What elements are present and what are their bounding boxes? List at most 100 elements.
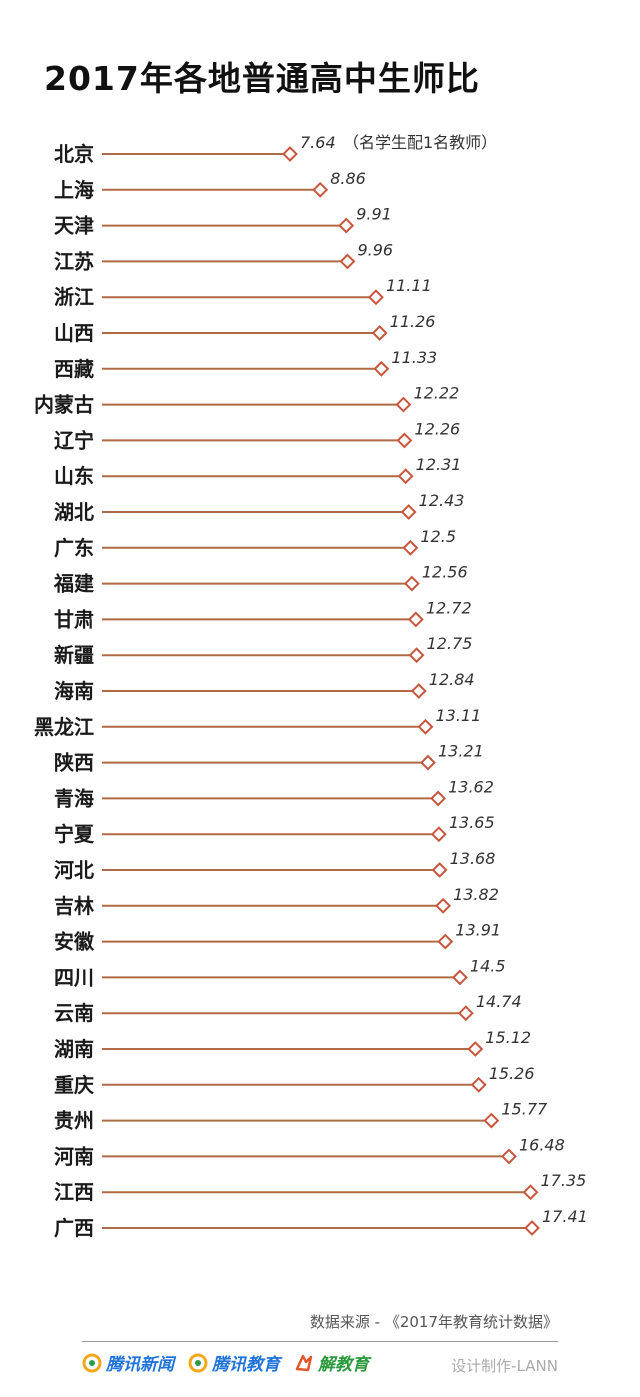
jie-edu-label: 解教育 bbox=[318, 1355, 369, 1375]
category-label: 河北 bbox=[54, 858, 94, 882]
value-label: 14.74 bbox=[476, 992, 522, 1011]
category-label: 云南 bbox=[54, 1001, 94, 1025]
category-label: 重庆 bbox=[54, 1073, 94, 1097]
value-label: 14.5 bbox=[470, 956, 506, 975]
chart-row: 青海 13.62 bbox=[54, 777, 598, 810]
diamond-marker bbox=[402, 539, 419, 556]
chart-row: 江西 17.35 bbox=[54, 1171, 598, 1204]
chart-row: 四川 14.5 bbox=[54, 956, 598, 989]
chart-row: 上海 8.86 bbox=[54, 169, 598, 202]
diamond-marker bbox=[371, 325, 388, 341]
category-label: 辽宁 bbox=[54, 428, 94, 452]
value-label: 16.48 bbox=[519, 1135, 565, 1154]
category-label: 福建 bbox=[53, 572, 94, 596]
value-label: 17.41 bbox=[542, 1207, 588, 1226]
category-label: 甘肃 bbox=[54, 607, 94, 631]
value-label: 8.86 bbox=[330, 169, 366, 188]
diamond-marker bbox=[368, 289, 384, 306]
category-label: 安徽 bbox=[54, 930, 95, 954]
chart-title: 2017年各地普通高中生师比 bbox=[44, 59, 480, 98]
category-label: 广西 bbox=[54, 1216, 94, 1240]
category-label: 浙江 bbox=[54, 285, 94, 309]
diamond-marker bbox=[338, 217, 355, 234]
chart-row: 浙江 11.11 bbox=[54, 276, 598, 309]
value-label: 9.91 bbox=[356, 205, 392, 224]
value-label: 12.75 bbox=[427, 634, 473, 653]
category-label: 河南 bbox=[54, 1144, 94, 1168]
value-label: 7.64 bbox=[300, 133, 336, 152]
diamond-marker bbox=[435, 897, 451, 914]
diamond-marker bbox=[312, 181, 329, 198]
category-label: 山西 bbox=[54, 321, 94, 345]
value-label: 11.33 bbox=[391, 348, 437, 367]
diamond-marker bbox=[430, 826, 447, 843]
tencent-news-label: 腾讯新闻 bbox=[106, 1355, 174, 1375]
value-label: 13.82 bbox=[453, 885, 499, 904]
diamond-marker bbox=[452, 969, 468, 986]
value-label: 15.77 bbox=[501, 1100, 548, 1119]
chart-row: 新疆 12.75 bbox=[54, 634, 598, 667]
value-label: 15.12 bbox=[485, 1028, 531, 1047]
chart-row: 湖南 15.12 bbox=[54, 1028, 598, 1061]
diamond-marker bbox=[373, 360, 390, 377]
chart-row: 甘肃 12.72 bbox=[54, 598, 598, 631]
chart-row: 海南 12.84 bbox=[54, 670, 598, 703]
value-label: 12.43 bbox=[419, 491, 465, 510]
diamond-marker bbox=[430, 790, 447, 807]
value-label: 13.11 bbox=[435, 706, 481, 725]
chart-row: 广西 17.41 bbox=[54, 1207, 598, 1240]
category-label: 江西 bbox=[54, 1180, 94, 1204]
value-label: 12.72 bbox=[426, 598, 472, 617]
value-label: 13.62 bbox=[448, 777, 494, 796]
value-label: 12.26 bbox=[414, 419, 460, 438]
chart-row: 河南 16.48 bbox=[54, 1135, 598, 1168]
value-label: 9.96 bbox=[357, 240, 393, 259]
chart-row: 湖北 12.43 bbox=[54, 491, 598, 524]
chart-row: 福建 12.56 bbox=[53, 563, 598, 596]
chart-row: 陕西 13.21 bbox=[54, 742, 598, 775]
diamond-marker bbox=[483, 1112, 500, 1129]
tencent-news-icon bbox=[82, 1353, 102, 1372]
value-label: 13.91 bbox=[455, 921, 501, 940]
category-label: 贵州 bbox=[54, 1109, 94, 1133]
diamond-marker bbox=[408, 647, 425, 664]
diamond-marker bbox=[524, 1220, 540, 1236]
chart-row: 广东 12.5 bbox=[54, 527, 598, 560]
diamond-marker bbox=[403, 575, 420, 592]
data-source: 数据来源 - 《2017年教育统计数据》 bbox=[309, 1313, 558, 1331]
chart-row: 江苏 9.96 bbox=[54, 240, 598, 273]
chart-row: 重庆 15.26 bbox=[54, 1064, 598, 1097]
category-label: 湖北 bbox=[54, 500, 94, 524]
category-label: 北京 bbox=[54, 142, 94, 166]
value-label: 17.35 bbox=[541, 1171, 587, 1190]
diamond-marker bbox=[522, 1184, 539, 1201]
chart-row: 内蒙古 12.22 bbox=[34, 384, 598, 417]
chart-row: 北京 7.64 （名学生配1名教师） bbox=[54, 133, 598, 166]
diamond-marker bbox=[457, 1005, 474, 1022]
category-label: 江苏 bbox=[54, 249, 94, 273]
category-label: 西藏 bbox=[54, 357, 94, 381]
chart-row: 黑龙江 13.11 bbox=[34, 706, 598, 739]
diamond-marker bbox=[437, 933, 454, 950]
dot-chart: 北京 7.64 （名学生配1名教师） 上海 8.86 天津 9.91 江苏 9.96 浙江 11.1… bbox=[34, 133, 598, 1240]
chart-row: 云南 14.74 bbox=[54, 992, 598, 1025]
diamond-marker bbox=[395, 396, 412, 413]
footer-divider bbox=[82, 1341, 558, 1342]
unit-annotation: （名学生配1名教师） bbox=[343, 133, 497, 152]
diamond-marker bbox=[501, 1148, 517, 1165]
jie-edu-icon bbox=[295, 1354, 313, 1371]
chart-row: 贵州 15.77 bbox=[54, 1100, 598, 1133]
category-label: 湖南 bbox=[54, 1037, 94, 1061]
category-label: 上海 bbox=[54, 178, 94, 202]
diamond-marker bbox=[400, 504, 417, 520]
chart-row: 吉林 13.82 bbox=[54, 885, 598, 918]
diamond-marker bbox=[417, 718, 434, 735]
chart-row: 河北 13.68 bbox=[54, 849, 598, 882]
diamond-marker bbox=[470, 1076, 487, 1093]
diamond-marker bbox=[396, 432, 413, 449]
value-label: 12.31 bbox=[416, 455, 462, 474]
chart-row: 安徽 13.91 bbox=[54, 921, 598, 954]
diamond-marker bbox=[420, 754, 436, 771]
value-label: 12.22 bbox=[413, 384, 459, 403]
category-label: 内蒙古 bbox=[34, 393, 94, 417]
